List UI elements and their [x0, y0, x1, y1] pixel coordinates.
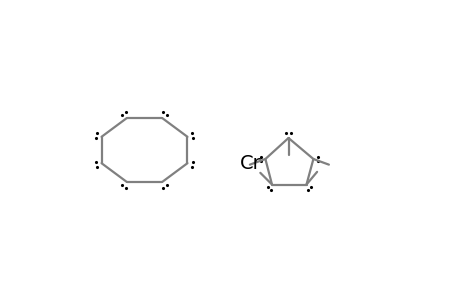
Text: Cr: Cr — [240, 154, 261, 173]
